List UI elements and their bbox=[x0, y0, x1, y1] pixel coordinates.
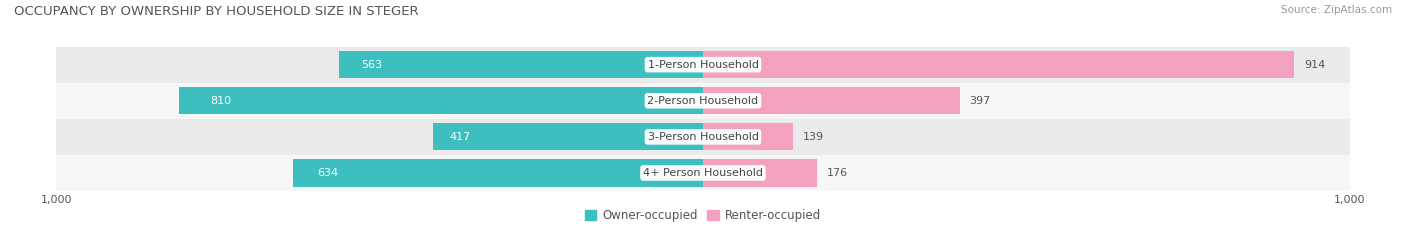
Text: 397: 397 bbox=[970, 96, 991, 106]
Text: 176: 176 bbox=[827, 168, 848, 178]
Bar bbox=[703, 51, 1294, 78]
Bar bbox=[339, 51, 703, 78]
Text: 2-Person Household: 2-Person Household bbox=[647, 96, 759, 106]
Bar bbox=[703, 159, 817, 187]
Bar bbox=[56, 47, 1350, 83]
Text: 3-Person Household: 3-Person Household bbox=[648, 132, 758, 142]
Text: 914: 914 bbox=[1303, 60, 1324, 70]
Bar bbox=[703, 123, 793, 151]
Text: 139: 139 bbox=[803, 132, 824, 142]
Text: 1-Person Household: 1-Person Household bbox=[648, 60, 758, 70]
Legend: Owner-occupied, Renter-occupied: Owner-occupied, Renter-occupied bbox=[579, 205, 827, 227]
Bar bbox=[56, 83, 1350, 119]
Bar bbox=[292, 159, 703, 187]
Text: Source: ZipAtlas.com: Source: ZipAtlas.com bbox=[1281, 5, 1392, 15]
Text: 4+ Person Household: 4+ Person Household bbox=[643, 168, 763, 178]
Text: 563: 563 bbox=[361, 60, 381, 70]
Text: 634: 634 bbox=[318, 168, 339, 178]
Bar bbox=[433, 123, 703, 151]
Bar bbox=[179, 87, 703, 114]
Text: 417: 417 bbox=[450, 132, 471, 142]
Text: 810: 810 bbox=[211, 96, 232, 106]
Bar bbox=[56, 155, 1350, 191]
Bar bbox=[703, 87, 960, 114]
Bar bbox=[56, 119, 1350, 155]
Text: OCCUPANCY BY OWNERSHIP BY HOUSEHOLD SIZE IN STEGER: OCCUPANCY BY OWNERSHIP BY HOUSEHOLD SIZE… bbox=[14, 5, 419, 18]
